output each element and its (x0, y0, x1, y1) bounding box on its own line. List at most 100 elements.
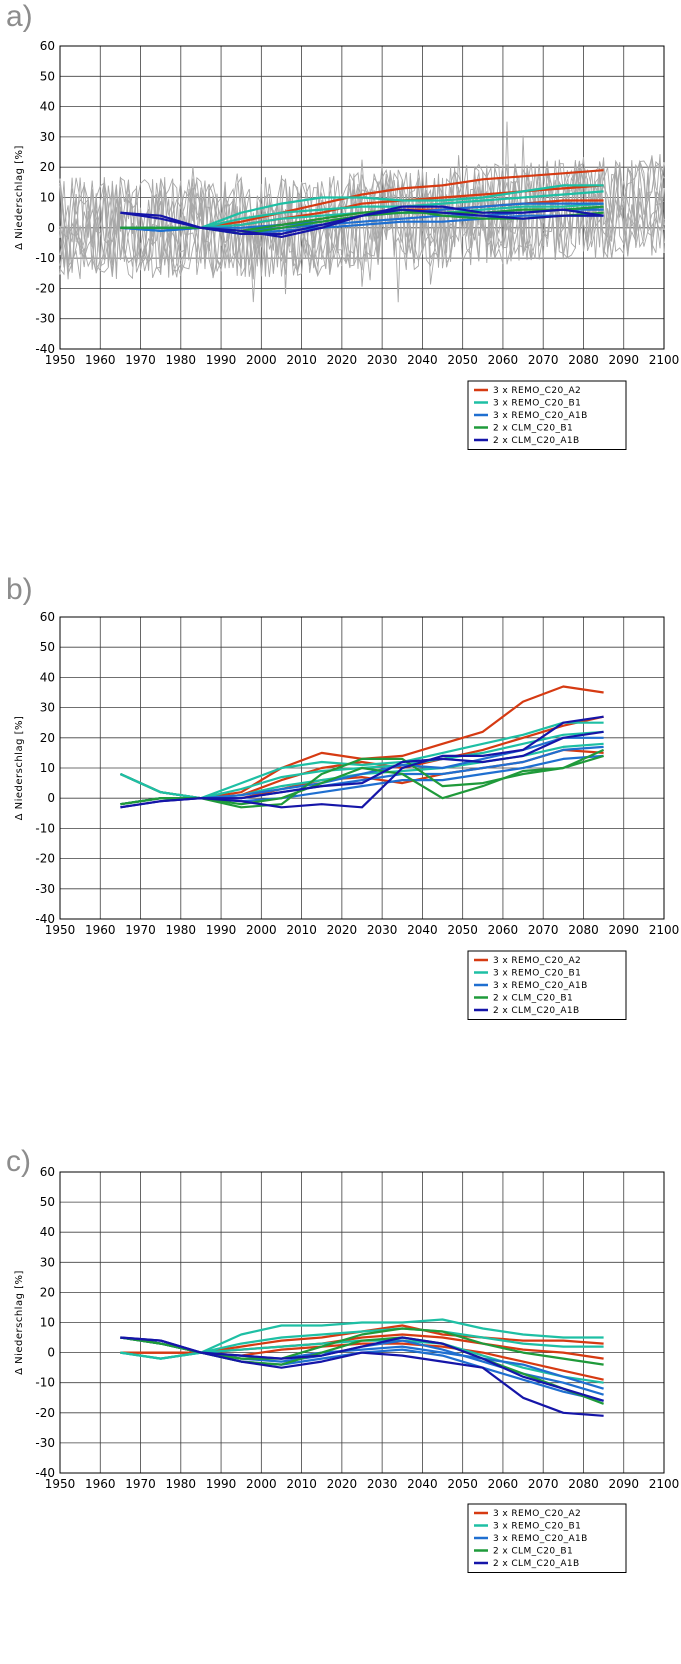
y-tick-label: 30 (40, 701, 55, 715)
y-tick-label: 0 (47, 791, 55, 805)
legend-box (467, 950, 627, 1020)
x-tick-label: 2000 (246, 353, 277, 367)
tick-labels: 1950 1960 1970 1980 1990 2000 2010 2020 2030 2040… (35, 610, 679, 937)
panel-a: a) 1950 1960 1970 1980 1990 2000 2010 2020 2030 2… (0, 0, 681, 500)
x-tick-label: 2100 (649, 353, 680, 367)
y-tick-label: 10 (40, 1316, 55, 1330)
y-tick-label: -40 (35, 342, 55, 356)
y-tick-label: 30 (40, 130, 55, 144)
x-tick-label: 2080 (568, 923, 599, 937)
y-tick-label: -30 (35, 882, 55, 896)
x-tick-label: 2020 (327, 353, 358, 367)
chart-b: 1950 1960 1970 1980 1990 2000 2010 2020 2030 2040… (14, 610, 679, 1020)
plot-frame (59, 1171, 665, 1474)
y-tick-label: 60 (40, 1165, 55, 1179)
y-tick-label: 10 (40, 191, 55, 205)
y-tick-label: 20 (40, 731, 55, 745)
observed-noise-line (59, 160, 665, 303)
y-tick-label: -10 (35, 1376, 55, 1390)
series-lines (120, 1318, 604, 1417)
x-tick-label: 2030 (367, 1477, 398, 1491)
x-tick-label: 2040 (407, 353, 438, 367)
y-tick-label: 20 (40, 1285, 55, 1299)
x-tick-label: 1960 (85, 353, 116, 367)
x-tick-label: 2010 (286, 353, 317, 367)
tick-labels: 1950 1960 1970 1980 1990 2000 2010 2020 2030 2040… (35, 39, 679, 367)
x-tick-label: 2020 (327, 923, 358, 937)
series-lines (119, 685, 605, 809)
y-tick-label: -20 (35, 281, 55, 295)
legend-label: 3 x REMO_C20_B1 (493, 399, 581, 409)
y-axis-label: Δ Niederschlag [%] (14, 145, 25, 250)
y-tick-label: -10 (35, 821, 55, 835)
x-tick-label: 2070 (528, 353, 559, 367)
x-tick-label: 1970 (125, 1477, 156, 1491)
legend-label: 2 x CLM_C20_A1B (493, 436, 580, 446)
x-tick-label: 1960 (85, 923, 116, 937)
x-tick-label: 1980 (166, 923, 197, 937)
observed-noise-line (59, 155, 665, 278)
x-tick-label: 2090 (608, 353, 639, 367)
legend-label: 3 x REMO_C20_A1B (493, 411, 588, 421)
y-tick-label: -20 (35, 852, 55, 866)
x-tick-label: 2040 (407, 1477, 438, 1491)
legend-label: 2 x CLM_C20_B1 (493, 1547, 573, 1557)
legend-label: 2 x CLM_C20_B1 (493, 424, 573, 434)
x-tick-label: 2060 (488, 353, 519, 367)
y-tick-label: -20 (35, 1406, 55, 1420)
panel-label-a: a) (6, 0, 33, 33)
panel-b: b) 1950 1960 1970 1980 1990 2000 2010 2020 2030 2… (0, 573, 681, 1073)
plot-frame (59, 45, 665, 350)
legend-label: 3 x REMO_C20_B1 (493, 1522, 581, 1532)
legend: 3 x REMO_C20_A2 3 x REMO_C20_B1 3 x REMO_C… (467, 1503, 627, 1573)
x-tick-label: 2050 (447, 923, 478, 937)
x-tick-label: 2080 (568, 1477, 599, 1491)
legend-label: 2 x CLM_C20_B1 (493, 994, 573, 1004)
y-tick-label: 60 (40, 610, 55, 624)
y-axis-label: Δ Niederschlag [%] (14, 716, 25, 821)
y-tick-label: 40 (40, 670, 55, 684)
x-tick-label: 2030 (367, 353, 398, 367)
legend-label: 3 x REMO_C20_A1B (493, 1534, 588, 1544)
x-tick-label: 2000 (246, 923, 277, 937)
legend: 3 x REMO_C20_A2 3 x REMO_C20_B1 3 x REMO_C… (467, 950, 627, 1020)
x-tick-label: 1950 (45, 353, 76, 367)
y-tick-label: 20 (40, 160, 55, 174)
x-tick-label: 2090 (608, 1477, 639, 1491)
panel-label-b: b) (6, 573, 33, 606)
x-tick-label: 2010 (286, 923, 317, 937)
x-tick-label: 1950 (45, 923, 76, 937)
x-tick-label: 2010 (286, 1477, 317, 1491)
legend-label: 3 x REMO_C20_B1 (493, 969, 581, 979)
x-tick-label: 2030 (367, 923, 398, 937)
grid (59, 1171, 665, 1474)
x-tick-label: 2050 (447, 353, 478, 367)
y-tick-label: 10 (40, 761, 55, 775)
observed-noise-line (59, 160, 665, 276)
y-tick-label: -30 (35, 312, 55, 326)
x-tick-label: 2090 (608, 923, 639, 937)
panel-c: c) 1950 1960 1970 1980 1990 2000 2010 2020 2030 2… (0, 1145, 681, 1664)
x-tick-label: 2060 (488, 1477, 519, 1491)
tick-labels: 1950 1960 1970 1980 1990 2000 2010 2020 2030 2040… (35, 1165, 679, 1491)
y-tick-label: 40 (40, 100, 55, 114)
chart-c: 1950 1960 1970 1980 1990 2000 2010 2020 2030 2040… (14, 1165, 679, 1573)
y-tick-label: 50 (40, 69, 55, 83)
legend-label: 3 x REMO_C20_A1B (493, 981, 588, 991)
x-tick-label: 2000 (246, 1477, 277, 1491)
legend-box (467, 1503, 627, 1573)
x-tick-label: 1990 (206, 1477, 237, 1491)
x-tick-label: 1990 (206, 923, 237, 937)
y-tick-label: 40 (40, 1225, 55, 1239)
series-line-REMO_C20_A1B (120, 745, 604, 806)
x-tick-label: 1980 (166, 1477, 197, 1491)
y-tick-label: 50 (40, 640, 55, 654)
legend-label: 3 x REMO_C20_A2 (493, 386, 581, 396)
x-tick-label: 2080 (568, 353, 599, 367)
x-tick-label: 2070 (528, 923, 559, 937)
x-tick-label: 1960 (85, 1477, 116, 1491)
legend-label: 3 x REMO_C20_A2 (493, 956, 581, 966)
x-tick-label: 1950 (45, 1477, 76, 1491)
y-tick-label: -40 (35, 1466, 55, 1480)
x-tick-label: 1980 (166, 353, 197, 367)
